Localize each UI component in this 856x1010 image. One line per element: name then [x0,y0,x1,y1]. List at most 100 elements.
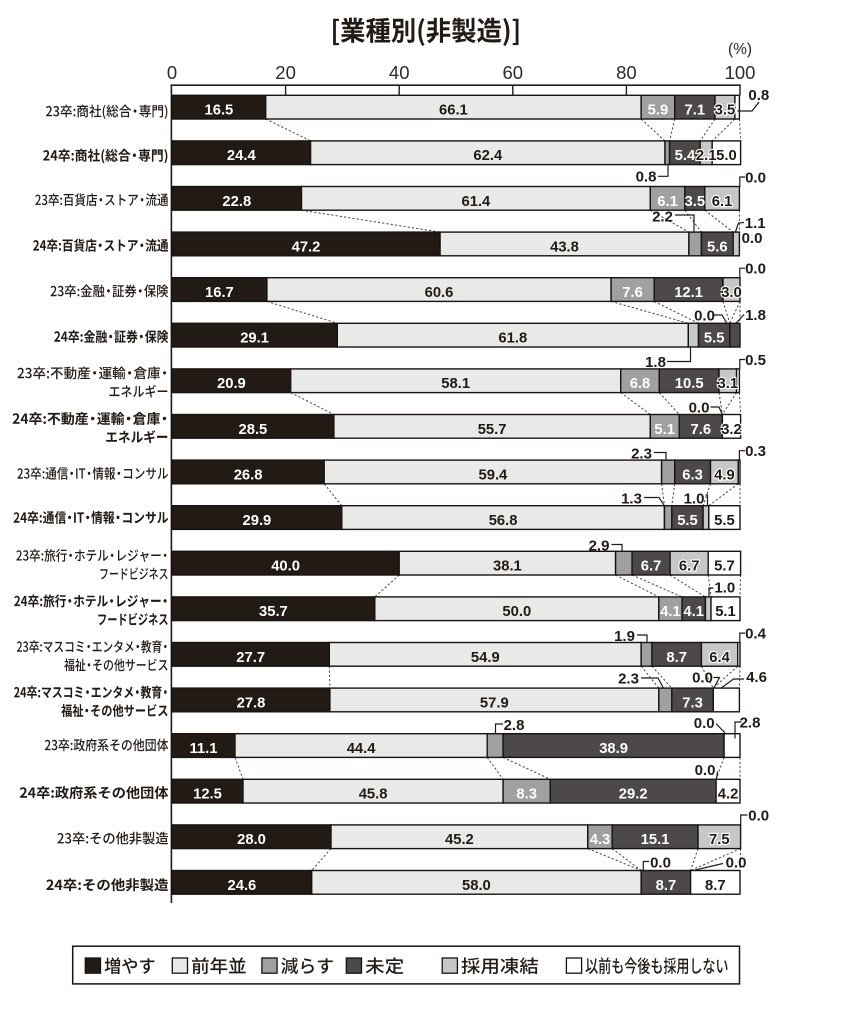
svg-text:2.2: 2.2 [652,208,673,225]
svg-text:3.0: 3.0 [721,285,742,301]
svg-text:0.5: 0.5 [745,352,766,369]
svg-text:3.5: 3.5 [685,194,706,210]
svg-text:55.7: 55.7 [478,422,507,438]
svg-text:0.0: 0.0 [694,715,715,732]
svg-text:58.1: 58.1 [441,376,470,392]
svg-text:16.7: 16.7 [205,285,234,301]
svg-text:54.9: 54.9 [471,650,500,666]
svg-text:3.2: 3.2 [721,422,742,438]
svg-text:0.0: 0.0 [689,399,710,416]
svg-text:45.2: 45.2 [445,832,474,848]
svg-text:6.7: 6.7 [641,559,662,575]
svg-text:58.0: 58.0 [462,878,491,894]
svg-text:15.1: 15.1 [641,832,670,848]
svg-text:27.7: 27.7 [236,650,265,666]
svg-text:7.5: 7.5 [709,832,730,848]
svg-text:47.2: 47.2 [292,239,321,255]
svg-text:1.3: 1.3 [621,490,642,507]
svg-text:16.5: 16.5 [204,103,233,119]
svg-text:2.1: 2.1 [696,148,717,164]
svg-text:45.8: 45.8 [359,787,388,803]
svg-text:2.3: 2.3 [618,670,639,687]
svg-text:8.3: 8.3 [516,787,537,803]
svg-text:2.9: 2.9 [589,537,610,554]
svg-text:4.9: 4.9 [714,467,735,483]
svg-text:6.1: 6.1 [712,194,733,210]
svg-text:0.0: 0.0 [726,854,747,871]
svg-text:60.6: 60.6 [425,285,454,301]
svg-text:100: 100 [725,62,756,83]
svg-text:0.3: 0.3 [745,443,766,460]
svg-text:6.1: 6.1 [657,194,678,210]
svg-text:26.8: 26.8 [234,467,263,483]
svg-text:24.4: 24.4 [227,148,257,164]
svg-text:29.9: 29.9 [242,513,271,529]
svg-text:0.0: 0.0 [745,261,766,278]
svg-text:43.8: 43.8 [550,239,579,255]
svg-text:5.4: 5.4 [675,148,696,164]
svg-text:60: 60 [503,62,524,83]
svg-text:0.0: 0.0 [742,230,763,247]
svg-text:66.1: 66.1 [439,103,468,119]
svg-text:(%): (%) [728,41,752,58]
svg-text:28.0: 28.0 [237,832,266,848]
svg-text:0.0: 0.0 [745,169,766,186]
svg-text:7.6: 7.6 [691,422,712,438]
svg-text:80: 80 [616,62,637,83]
svg-text:0.0: 0.0 [748,807,769,824]
svg-text:1.8: 1.8 [745,307,766,324]
svg-text:57.9: 57.9 [480,695,509,711]
svg-text:56.8: 56.8 [489,513,518,529]
svg-text:4.1: 4.1 [660,604,681,620]
svg-text:27.8: 27.8 [237,695,266,711]
svg-text:59.4: 59.4 [478,467,508,483]
svg-text:0.0: 0.0 [694,307,715,324]
svg-text:5.9: 5.9 [648,103,669,119]
svg-text:4.3: 4.3 [590,832,611,848]
svg-text:44.4: 44.4 [347,741,377,757]
svg-text:12.5: 12.5 [193,787,222,803]
svg-text:38.9: 38.9 [599,741,628,757]
svg-text:5.1: 5.1 [654,422,675,438]
svg-text:1.9: 1.9 [614,628,635,645]
svg-text:0.8: 0.8 [748,87,769,104]
svg-text:29.1: 29.1 [240,331,269,347]
svg-text:6.4: 6.4 [709,650,730,666]
svg-text:0.4: 0.4 [745,626,767,643]
svg-text:50.0: 50.0 [502,604,531,620]
svg-text:4.6: 4.6 [746,669,767,686]
svg-text:0.0: 0.0 [695,762,716,779]
svg-text:5.5: 5.5 [714,513,735,529]
svg-text:22.8: 22.8 [222,194,251,210]
svg-text:1.0: 1.0 [684,490,705,507]
svg-text:0: 0 [167,62,177,83]
svg-text:20.9: 20.9 [217,376,246,392]
svg-text:12.1: 12.1 [674,285,703,301]
svg-text:20: 20 [275,62,296,83]
svg-text:38.1: 38.1 [493,559,522,575]
svg-text:10.5: 10.5 [675,376,704,392]
svg-text:61.4: 61.4 [461,194,491,210]
svg-text:61.8: 61.8 [498,331,527,347]
svg-text:1.8: 1.8 [645,354,666,371]
svg-text:40.0: 40.0 [271,559,300,575]
svg-text:8.7: 8.7 [656,878,677,894]
svg-text:5.5: 5.5 [704,331,725,347]
svg-text:6.8: 6.8 [630,376,651,392]
svg-text:3.1: 3.1 [718,376,739,392]
svg-text:62.4: 62.4 [473,148,503,164]
svg-text:7.1: 7.1 [685,103,706,119]
svg-text:0.8: 0.8 [636,169,657,186]
svg-text:0.0: 0.0 [650,854,671,871]
svg-text:11.1: 11.1 [190,741,218,757]
svg-text:8.7: 8.7 [705,878,726,894]
svg-text:35.7: 35.7 [259,604,288,620]
svg-text:5.6: 5.6 [707,239,728,255]
svg-text:5.5: 5.5 [677,513,698,529]
svg-text:5.0: 5.0 [716,148,737,164]
svg-text:28.5: 28.5 [238,422,267,438]
svg-text:0.0: 0.0 [692,670,713,687]
svg-text:4.2: 4.2 [718,787,739,803]
svg-text:5.1: 5.1 [715,604,736,620]
svg-text:7.6: 7.6 [622,285,643,301]
